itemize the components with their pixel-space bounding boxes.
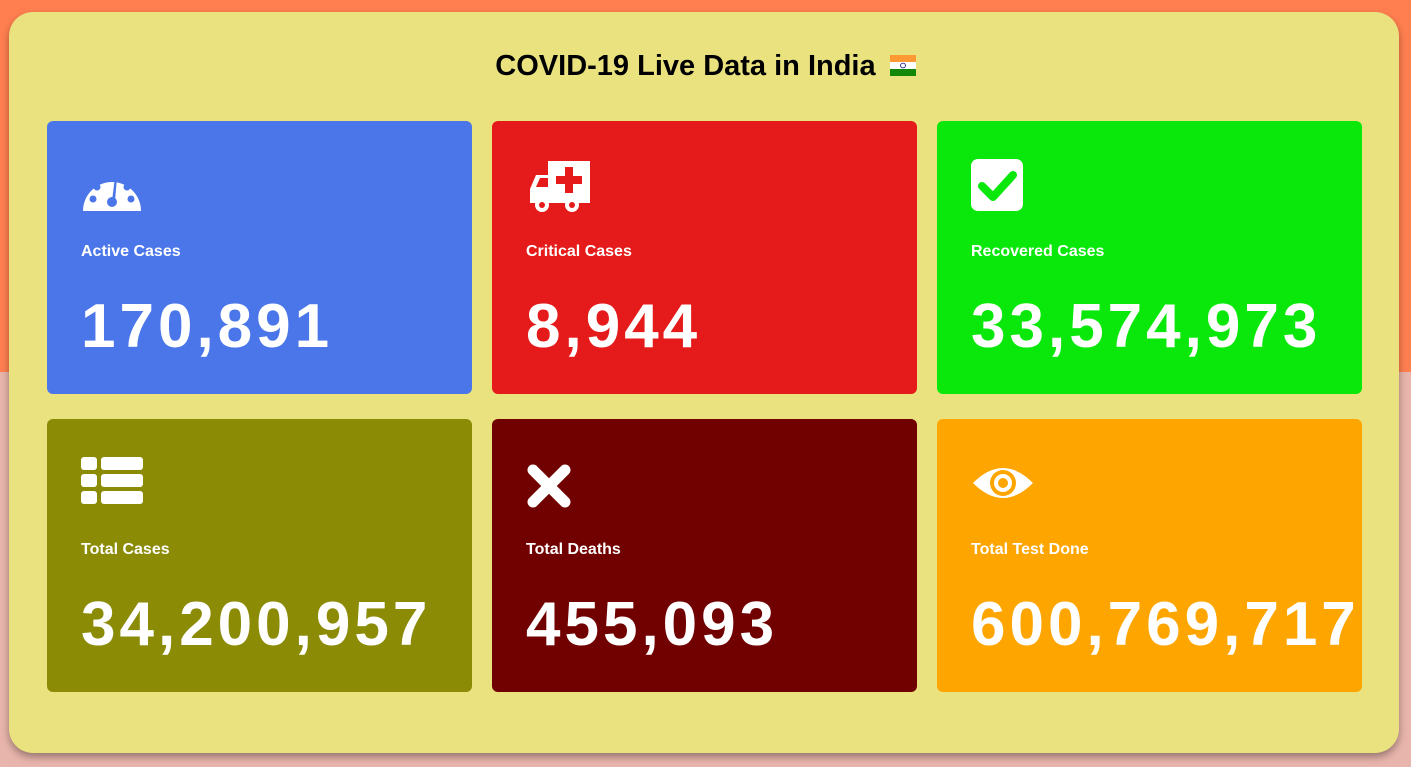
check-square-icon	[971, 159, 1025, 218]
card-label: Critical Cases	[526, 243, 632, 260]
card-label: Total Cases	[81, 541, 170, 558]
page-title: COVID-19 Live Data in India	[0, 48, 1411, 84]
card-label: Active Cases	[81, 243, 181, 260]
card-value: 8,944	[526, 292, 702, 361]
card-label: Total Test Done	[971, 541, 1089, 558]
card-active-cases: Active Cases 170,891	[47, 121, 472, 394]
card-label: Recovered Cases	[971, 243, 1105, 260]
card-label: Total Deaths	[526, 541, 621, 558]
card-value: 600,769,717	[971, 590, 1360, 659]
card-total-tests: Total Test Done 600,769,717	[937, 419, 1362, 692]
card-value: 455,093	[526, 590, 779, 659]
card-value: 170,891	[81, 292, 334, 361]
card-total-cases: Total Cases 34,200,957	[47, 419, 472, 692]
dashboard-gauge-icon	[81, 159, 143, 218]
card-value: 34,200,957	[81, 590, 432, 659]
list-icon	[81, 457, 143, 512]
india-flag-icon	[889, 50, 916, 76]
card-total-deaths: Total Deaths 455,093	[492, 419, 917, 692]
times-icon	[526, 463, 572, 514]
card-recovered-cases: Recovered Cases 33,574,973	[937, 121, 1362, 394]
ambulance-icon	[526, 159, 592, 218]
card-value: 33,574,973	[971, 292, 1322, 361]
eye-icon	[971, 461, 1035, 510]
card-critical-cases: Critical Cases 8,944	[492, 121, 917, 394]
page-title-text: COVID-19 Live Data in India	[495, 50, 876, 82]
